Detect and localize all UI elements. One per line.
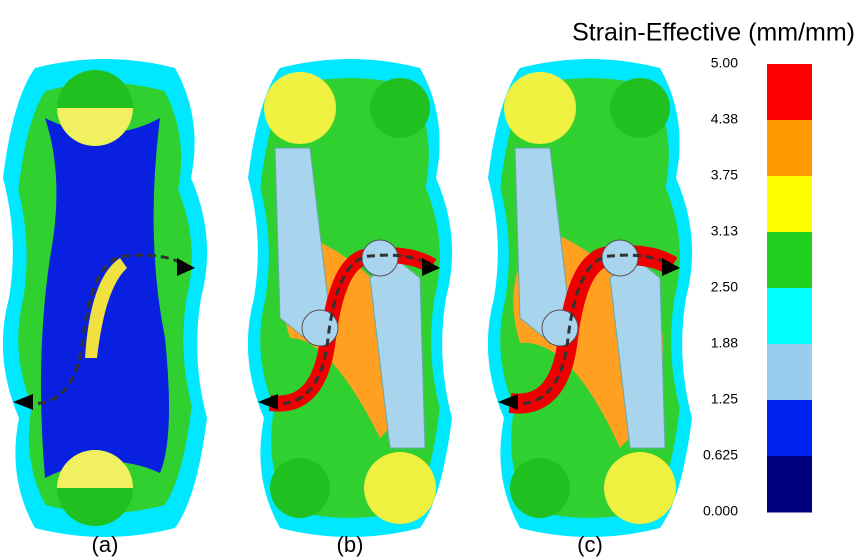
color-band [767, 456, 812, 513]
scale-label: 1.88 [711, 335, 738, 351]
scale-label: 5.00 [711, 55, 738, 71]
scale-label: 2.50 [711, 279, 738, 295]
scale-label: 1.25 [711, 391, 738, 407]
color-scale: 5.00 4.38 3.75 3.13 2.50 1.88 1.25 0.625 0.000 [703, 55, 812, 519]
panel-a-plot [3, 59, 207, 537]
color-band [767, 120, 812, 177]
panel-c-plot [488, 59, 692, 537]
color-band [767, 232, 812, 289]
color-band [767, 288, 812, 345]
panel-label: (b) [337, 532, 364, 557]
panel-label: (a) [92, 532, 119, 557]
scale-label: 3.13 [711, 223, 738, 239]
legend-title: Strain-Effective (mm/mm) [572, 19, 855, 47]
color-band [767, 400, 812, 457]
scale-label: 3.75 [711, 167, 738, 183]
color-band [767, 64, 812, 121]
color-band [767, 176, 812, 233]
scale-label: 4.38 [711, 111, 738, 127]
scale-label: 0.000 [703, 503, 738, 519]
panel-label: (c) [577, 532, 603, 557]
panel-b-plot [248, 59, 452, 537]
figure: Strain-Effective (mm/mm) (a) (b) (c) 5.0… [0, 0, 859, 560]
color-band [767, 344, 812, 401]
scale-label: 0.625 [703, 447, 738, 463]
